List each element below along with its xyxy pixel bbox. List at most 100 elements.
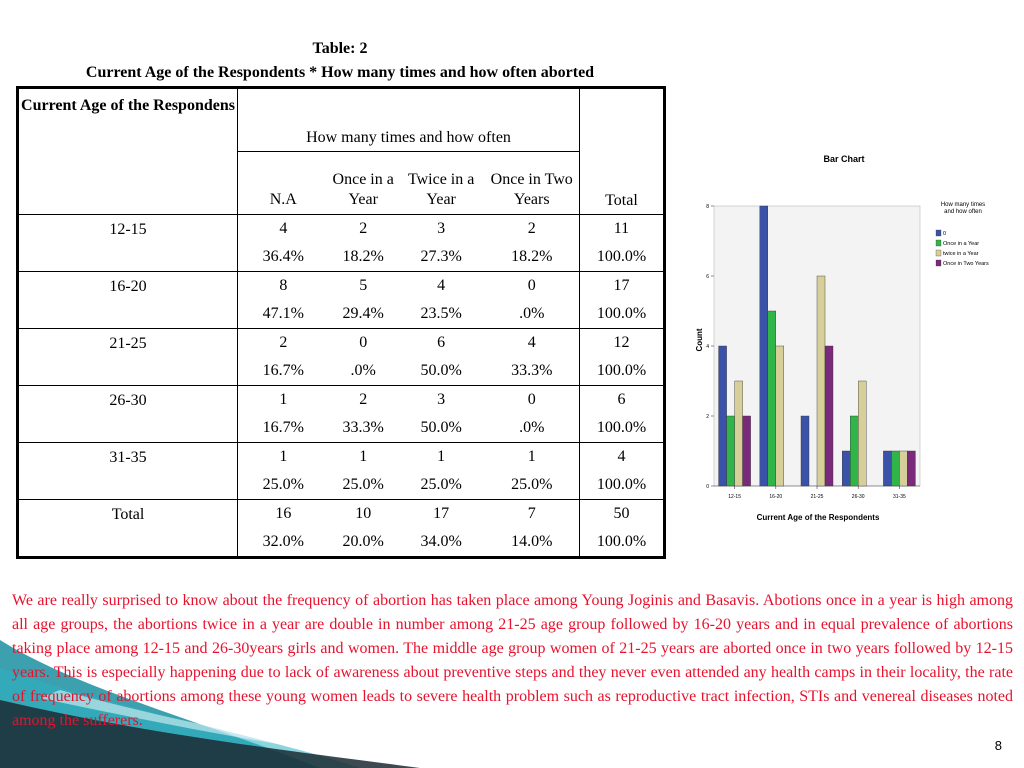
table-row-percent: 36.4% 18.2% 27.3% 18.2% 100.0%	[18, 243, 665, 272]
table-row: 26-30 1 2 3 0 6	[17, 385, 665, 443]
legend-swatch	[935, 249, 942, 257]
x-tick-label: 21-25	[811, 494, 824, 500]
group-header: How many times and how often	[237, 87, 580, 152]
crosstab-table: Current Age of the Respondens How many t…	[16, 86, 666, 559]
percent-cell: 16.7%	[237, 414, 329, 443]
chart-bars	[718, 205, 916, 487]
x-axis-label: Current Age of the Respondents	[757, 513, 880, 522]
count-cell: 1	[437, 448, 446, 465]
y-tick-label: 8	[706, 204, 709, 210]
count-cell: 1	[527, 448, 536, 465]
count-cell: 1	[359, 448, 368, 465]
legend-title: How many times and how often	[941, 202, 985, 215]
table-row-percent: 47.1% 29.4% 23.5% .0% 100.0%	[18, 300, 665, 329]
row-label: 26-30	[17, 385, 239, 443]
count-cell: 1	[279, 391, 288, 408]
percent-cell: 100.0%	[578, 471, 665, 500]
count-cell: 3	[437, 220, 446, 237]
count-cell: 6	[437, 334, 446, 351]
count-cell: 12	[578, 328, 665, 357]
legend-label: 0	[943, 231, 946, 237]
count-cell: 4	[527, 334, 536, 351]
row-header: Current Age of the Respondens	[17, 87, 239, 215]
percent-cell: 23.5%	[397, 300, 485, 329]
y-tick-label: 6	[706, 274, 709, 280]
percent-cell: 36.4%	[237, 243, 329, 272]
row-label: 16-20	[17, 271, 239, 329]
bar	[800, 415, 810, 487]
legend-label: Once in a Year	[943, 241, 979, 247]
percent-cell: 34.0%	[397, 528, 485, 558]
count-cell: 4	[437, 277, 446, 294]
count-cell: 2	[359, 220, 368, 237]
table-row-percent: 16.7% .0% 50.0% 33.3% 100.0%	[18, 357, 665, 386]
percent-cell: 25.0%	[397, 471, 485, 500]
count-cell: 6	[578, 385, 665, 414]
percent-cell: 50.0%	[397, 357, 485, 386]
percent-cell: 50.0%	[397, 414, 485, 443]
table-row: 12-15 4 2 3 2 11	[17, 214, 665, 272]
percent-cell: 20.0%	[328, 528, 398, 558]
row-label: 31-35	[17, 442, 239, 500]
bar	[824, 345, 834, 487]
percent-cell: 100.0%	[578, 300, 665, 329]
col-header-twice-year: Twice in a Year	[397, 151, 485, 215]
body-paragraph: We are really surprised to know about th…	[12, 592, 1013, 729]
percent-cell: 25.0%	[237, 471, 329, 500]
percent-cell: 29.4%	[328, 300, 398, 329]
bar-chart: Bar Chart 0 2 4 6 8 12-15 16-20 21-25 26-30 31-35…	[695, 154, 989, 522]
percent-cell: .0%	[328, 357, 398, 386]
count-cell: 7	[527, 505, 536, 522]
row-label: 21-25	[17, 328, 239, 386]
table-row: Total 16 10 17 7 50	[17, 499, 665, 558]
y-tick-label: 4	[706, 344, 709, 350]
percent-cell: 100.0%	[578, 243, 665, 272]
count-cell: 3	[437, 391, 446, 408]
count-cell: 17	[433, 505, 450, 522]
y-axis-label: Count	[695, 328, 704, 351]
legend-label: twice in a Year	[943, 251, 979, 257]
count-cell: 4	[578, 442, 665, 471]
y-tick-label: 0	[706, 484, 709, 490]
table-row-percent: 32.0% 20.0% 34.0% 14.0% 100.0%	[18, 528, 665, 558]
count-cell: 10	[355, 505, 372, 522]
page-number: 8	[994, 738, 1002, 753]
percent-cell: .0%	[484, 300, 580, 329]
count-cell: 0	[527, 391, 536, 408]
count-cell: 2	[279, 334, 288, 351]
total-header: Total	[578, 87, 665, 215]
count-cell: 2	[359, 391, 368, 408]
table-subtitle: Current Age of the Respondents * How man…	[85, 64, 595, 81]
col-header-na: N.A	[237, 151, 329, 215]
count-cell: 5	[359, 277, 368, 294]
count-cell: 50	[578, 499, 665, 528]
percent-cell: 18.2%	[328, 243, 398, 272]
percent-cell: 25.0%	[328, 471, 398, 500]
count-cell: 11	[578, 214, 665, 243]
x-tick-label: 26-30	[852, 494, 865, 500]
percent-cell: .0%	[484, 414, 580, 443]
bar	[857, 380, 867, 487]
count-cell: 1	[279, 448, 288, 465]
table-row-percent: 16.7% 33.3% 50.0% .0% 100.0%	[18, 414, 665, 443]
count-cell: 2	[527, 220, 536, 237]
x-tick-label: 16-20	[769, 494, 782, 500]
percent-cell: 47.1%	[237, 300, 329, 329]
legend-swatch	[935, 239, 942, 247]
bar	[907, 450, 916, 487]
percent-cell: 16.7%	[237, 357, 329, 386]
table-row: 16-20 8 5 4 0 17	[17, 271, 665, 329]
table-body: 12-15 4 2 3 2 11 36.4% 18.2% 27.3% 18.2% 100.0% 16-…	[17, 214, 665, 558]
x-tick-label: 31-35	[893, 494, 906, 500]
count-cell: 16	[275, 505, 292, 522]
legend-label: Once in Two Years	[943, 261, 989, 267]
table-row: 31-35 1 1 1 1 4	[17, 442, 665, 500]
bar	[742, 415, 751, 487]
count-cell: 0	[359, 334, 368, 351]
count-cell: 8	[279, 277, 288, 294]
percent-cell: 100.0%	[578, 528, 665, 558]
table-title: Table: 2	[312, 40, 368, 57]
table-row: 21-25 2 0 6 4 12	[17, 328, 665, 386]
percent-cell: 14.0%	[484, 528, 580, 558]
